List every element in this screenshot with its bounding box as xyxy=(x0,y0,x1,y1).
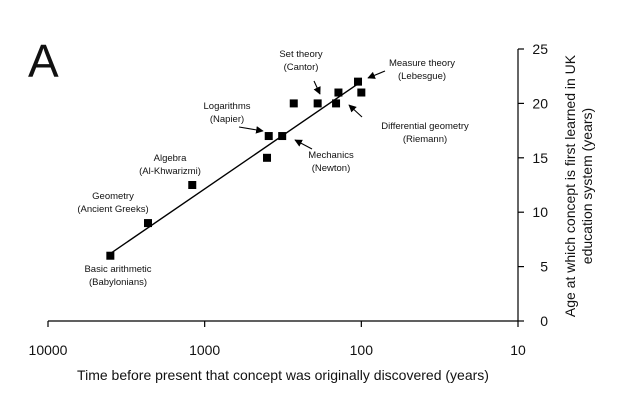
annotation-label: Measure theory xyxy=(389,58,455,69)
x-axis-title: Time before present that concept was ori… xyxy=(77,367,489,383)
annotation-label: Logarithms xyxy=(204,101,251,112)
y-tick-label: 25 xyxy=(532,41,548,57)
y-tick-label: 20 xyxy=(532,95,548,111)
annotation-arrow xyxy=(294,139,313,150)
annotation-label: Set theory xyxy=(279,49,323,60)
annotation-label: Differential geometry xyxy=(381,121,469,132)
y-tick-label: 5 xyxy=(540,259,548,275)
annotation-arrow xyxy=(238,126,264,134)
y-tick-label: 0 xyxy=(540,313,548,329)
annotation-label: Geometry xyxy=(92,191,134,202)
annotation-arrow xyxy=(367,70,386,79)
annotation-label: Basic arithmetic xyxy=(84,264,151,275)
data-point xyxy=(143,219,152,228)
annotation-label: (Riemann) xyxy=(403,134,447,145)
panel-label: A xyxy=(28,35,59,87)
annotation-label: (Ancient Greeks) xyxy=(77,204,148,215)
x-tick-label: 10000 xyxy=(29,342,68,358)
y-axis-title: Age at which concept is first learned in… xyxy=(562,54,595,317)
y-axis-title-line: education system (years) xyxy=(579,108,595,264)
annotation-label: (Babylonians) xyxy=(89,277,147,288)
x-tick-label: 1000 xyxy=(189,342,220,358)
y-tick-label: 15 xyxy=(532,150,548,166)
x-tick-label: 100 xyxy=(350,342,374,358)
x-tick-label: 10 xyxy=(510,342,526,358)
data-point xyxy=(263,153,272,162)
axis-titles: Time before present that concept was ori… xyxy=(77,54,595,383)
annotation-arrow xyxy=(313,80,321,95)
data-point xyxy=(289,99,298,108)
data-point xyxy=(357,88,366,97)
annotation-arrow xyxy=(348,104,363,118)
annotations: Basic arithmetic (Babylonians) Geometry (An… xyxy=(77,49,469,288)
annotation-label: (Napier) xyxy=(210,114,244,125)
data-point xyxy=(264,132,273,141)
data-point xyxy=(278,132,287,141)
data-point xyxy=(106,251,115,260)
data-point xyxy=(313,99,322,108)
data-point xyxy=(334,88,343,97)
data-points xyxy=(106,77,366,260)
annotation-label: (Lebesgue) xyxy=(398,71,446,82)
annotation-label: Mechanics xyxy=(308,150,354,161)
y-axis-title-line: Age at which concept is first learned in… xyxy=(562,54,578,317)
data-point xyxy=(332,99,341,108)
annotation-label: Algebra xyxy=(154,153,187,164)
data-point xyxy=(188,181,197,189)
data-point xyxy=(354,77,363,86)
annotation-label: (Newton) xyxy=(312,163,351,174)
y-tick-label: 10 xyxy=(532,204,548,220)
annotation-label: (Cantor) xyxy=(284,62,319,73)
annotation-label: (Al-Khwarizmi) xyxy=(139,166,201,177)
